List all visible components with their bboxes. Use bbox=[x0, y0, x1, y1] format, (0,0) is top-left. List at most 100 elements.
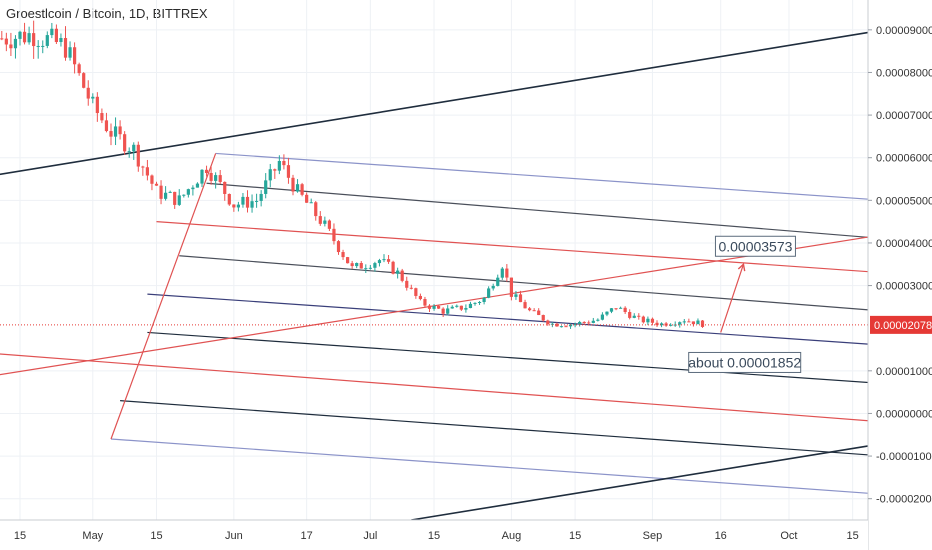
channel-line bbox=[147, 331, 885, 385]
candle bbox=[514, 294, 518, 297]
candle bbox=[505, 268, 509, 278]
candle bbox=[637, 315, 641, 317]
x-tick-label: 15 bbox=[847, 530, 859, 542]
candle bbox=[418, 295, 422, 300]
y-tick-label: 0.00008000 bbox=[876, 67, 932, 79]
candle bbox=[396, 270, 400, 274]
candle bbox=[255, 200, 259, 202]
candle bbox=[173, 191, 177, 205]
candle bbox=[473, 302, 477, 304]
candle bbox=[86, 87, 90, 99]
annotation-label: about 0.00001852 bbox=[688, 354, 801, 370]
candle bbox=[95, 96, 99, 114]
y-axis: 0.00009000 0.00008000 0.00007000 0.00006000… bbox=[867, 0, 932, 550]
candle bbox=[537, 310, 541, 316]
candle bbox=[687, 321, 691, 323]
candle bbox=[546, 320, 550, 325]
candle bbox=[232, 204, 236, 208]
annotation-box bbox=[714, 235, 796, 257]
candle bbox=[600, 314, 604, 320]
candle bbox=[59, 38, 63, 43]
candle bbox=[277, 161, 281, 171]
candle bbox=[386, 259, 391, 262]
candle bbox=[336, 241, 341, 253]
candle bbox=[700, 320, 705, 327]
candle bbox=[273, 169, 277, 171]
candle bbox=[100, 113, 104, 121]
x-tick-label: Jun bbox=[225, 530, 243, 542]
x-tick-label: 17 bbox=[301, 530, 313, 542]
candle bbox=[609, 308, 614, 312]
candle bbox=[464, 308, 468, 310]
candle bbox=[314, 202, 318, 217]
candle bbox=[455, 305, 459, 307]
candle bbox=[63, 38, 68, 58]
candle bbox=[36, 45, 40, 47]
candle bbox=[250, 201, 254, 208]
channel-line bbox=[156, 221, 885, 274]
candle bbox=[268, 169, 272, 181]
candle bbox=[350, 263, 354, 267]
candle bbox=[200, 169, 204, 184]
channel-line bbox=[147, 293, 885, 346]
last-price-tag bbox=[870, 315, 932, 334]
candle bbox=[623, 307, 627, 313]
candle bbox=[573, 324, 577, 326]
y-tick-label: -0.00002000 bbox=[876, 494, 932, 506]
candle bbox=[318, 216, 322, 224]
candle bbox=[437, 305, 441, 309]
candle bbox=[568, 324, 573, 327]
candle bbox=[550, 323, 554, 325]
candle bbox=[45, 35, 49, 46]
candle bbox=[123, 134, 127, 152]
candle bbox=[113, 126, 118, 137]
channel-line bbox=[0, 353, 885, 423]
candle bbox=[364, 268, 368, 270]
y-tick-label: 0.00000000 bbox=[876, 408, 932, 420]
candle bbox=[68, 47, 72, 58]
y-axis-background bbox=[868, 0, 932, 550]
candle bbox=[264, 180, 268, 194]
candle bbox=[50, 28, 54, 36]
pitchfork-handle bbox=[110, 153, 217, 440]
candle bbox=[564, 326, 568, 328]
channel-lines bbox=[0, 152, 885, 496]
candle bbox=[368, 267, 372, 269]
candle bbox=[359, 263, 363, 269]
candle bbox=[518, 294, 523, 303]
y-tick-label: -0.00001000 bbox=[876, 451, 932, 463]
candle bbox=[127, 151, 131, 153]
y-tick-label: 0.00006000 bbox=[876, 153, 932, 165]
candle bbox=[259, 193, 263, 201]
x-axis: 15 May 15 Jun 17 Jul 15 Aug 15 Sep 16 Oct 15 bbox=[0, 519, 868, 550]
candle bbox=[459, 305, 463, 310]
y-tick-label: 0.00001000 bbox=[876, 366, 932, 378]
candle bbox=[496, 277, 500, 286]
channel-line bbox=[215, 152, 885, 201]
candle bbox=[109, 131, 113, 137]
candle bbox=[309, 202, 313, 204]
candle bbox=[0, 38, 4, 40]
candle bbox=[691, 321, 695, 325]
arrow-head bbox=[737, 262, 746, 272]
candle bbox=[377, 260, 382, 264]
candle bbox=[487, 288, 491, 298]
candle bbox=[382, 259, 386, 261]
candle bbox=[528, 308, 532, 311]
candle bbox=[423, 299, 427, 306]
candle bbox=[73, 47, 77, 65]
candle bbox=[150, 175, 154, 184]
y-tick-label: 0.00003000 bbox=[876, 281, 932, 293]
candle bbox=[154, 183, 159, 186]
x-tick-label: 15 bbox=[569, 530, 581, 542]
candle bbox=[286, 165, 291, 178]
x-tick-label: Sep bbox=[643, 530, 663, 542]
candle bbox=[614, 308, 618, 310]
candle bbox=[145, 167, 149, 176]
candle bbox=[341, 252, 345, 258]
candle bbox=[500, 268, 504, 278]
candle bbox=[409, 287, 413, 289]
x-tick-label: 15 bbox=[14, 530, 26, 542]
candle bbox=[195, 183, 200, 188]
